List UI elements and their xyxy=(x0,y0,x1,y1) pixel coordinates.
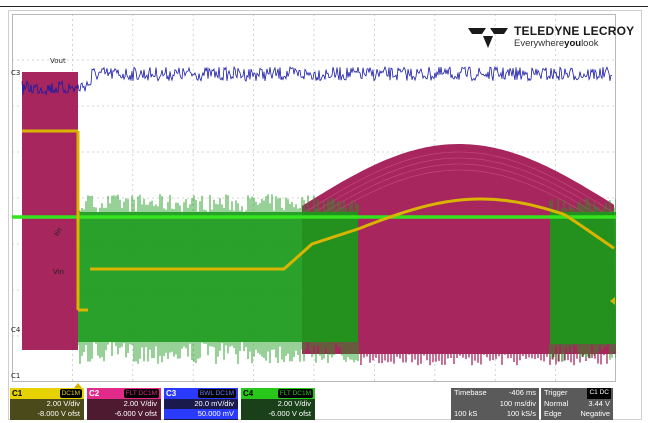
c2-envelope-fringe xyxy=(301,163,615,227)
c1-level-label: C1 xyxy=(11,372,21,380)
c4-level-label: C4 xyxy=(11,326,21,334)
c4-filter-flag: FLT xyxy=(279,390,291,397)
trigger-row-1: Trigger C1 DC xyxy=(541,388,613,399)
c1-name: C1 xyxy=(12,389,23,398)
c1-offset: -8.000 V ofst xyxy=(37,409,80,418)
timebase-label: Timebase xyxy=(454,388,487,397)
trigger-mode: Normal xyxy=(544,398,569,408)
trigger-descriptor[interactable]: Trigger C1 DC Normal 3.44 V Edge Negativ… xyxy=(541,388,613,420)
c1-descriptor-header: C1 DC1M xyxy=(10,388,84,399)
trigger-position-marker-icon[interactable] xyxy=(74,383,82,388)
c3-descriptor-header: C3 BWL DC1M xyxy=(164,388,238,399)
trigger-label: Trigger xyxy=(544,388,568,397)
timebase-rate: 100 kS/s xyxy=(506,409,536,418)
c2-descriptor-header: C2 FLT DC1M xyxy=(87,388,161,399)
c2-coupling-value: DC1M xyxy=(138,390,157,397)
c3-coupling-value: DC1M xyxy=(215,390,234,397)
c1-input-voltage-trace xyxy=(22,129,615,312)
c4-descriptor[interactable]: C4 FLT DC1M 2.00 V/div -6.000 V ofst xyxy=(241,388,315,420)
trigger-row-3: Edge Negative xyxy=(541,409,613,420)
c4-coupling-value: DC1M xyxy=(292,390,311,397)
vout-trace-label: Vout xyxy=(50,57,66,65)
trigger-channels: C1 DC xyxy=(587,388,611,399)
c4-coupling: FLT DC1M xyxy=(277,389,313,398)
logo-mark-icon xyxy=(468,28,508,48)
c1-coupling: DC1M xyxy=(59,389,82,398)
c3-output-ripple-trace xyxy=(21,65,613,97)
c2-envelope-fringe xyxy=(301,151,615,215)
logo-brand-text: TELEDYNE LECROY xyxy=(514,24,635,38)
c4-vdiv: 2.00 V/div xyxy=(277,399,311,408)
timebase-samples: 100 kS xyxy=(454,409,478,418)
tagline-end: look xyxy=(581,38,599,49)
c2-envelope-fringe xyxy=(301,157,615,221)
c2-envelope-fringe xyxy=(301,169,615,233)
c2-vdiv: 2.00 V/div xyxy=(123,399,157,408)
timebase-row-2: 100 ms/div xyxy=(451,399,539,410)
c1-descriptor[interactable]: C1 DC1M 2.00 V/div -8.000 V ofst xyxy=(10,388,84,420)
c1-vdiv: 2.00 V/div xyxy=(46,399,80,408)
timebase-row-3: 100 kS 100 kS/s xyxy=(451,409,539,420)
c2-filter-flag: FLT xyxy=(125,390,137,397)
c4-switching-envelope xyxy=(78,212,616,344)
c3-level-label: C3 xyxy=(11,69,21,77)
c4-descriptor-header: C4 FLT DC1M xyxy=(241,388,315,399)
c2-descriptor[interactable]: C2 FLT DC1M 2.00 V/div -6.000 V ofst xyxy=(87,388,161,420)
c2-name: C2 xyxy=(89,389,100,398)
waveform-display[interactable] xyxy=(12,14,616,382)
timebase-row-1: Timebase -406 ms xyxy=(451,388,539,399)
tagline-part: Everywhere xyxy=(514,38,565,49)
trigger-level-marker-icon[interactable] xyxy=(610,297,615,305)
timebase-per-div: 100 ms/div xyxy=(499,398,536,408)
c2-offset: -6.000 V ofst xyxy=(114,409,157,418)
c2-envelope-ripple xyxy=(360,354,611,366)
logo-tagline: Everywhereyoulook xyxy=(514,38,599,49)
timebase-delay: -406 ms xyxy=(508,388,536,397)
trigger-type: Edge xyxy=(544,409,562,418)
trigger-level: 3.44 V xyxy=(588,398,610,408)
c3-descriptor[interactable]: C3 BWL DC1M 20.0 mV/div 50.000 mV xyxy=(164,388,238,420)
vin-trace-label: Vin xyxy=(53,268,65,276)
trigger-slope: Negative xyxy=(580,409,610,418)
tagline-bold: you xyxy=(564,38,582,49)
c4-name: C4 xyxy=(243,389,254,398)
timebase-descriptor[interactable]: Timebase -406 ms 100 ms/div 100 kS 100 k… xyxy=(451,388,539,420)
c3-name: C3 xyxy=(166,389,177,398)
top-rule xyxy=(0,6,648,7)
c4-offset: -6.000 V ofst xyxy=(268,409,311,418)
c3-bwl-flag: BWL xyxy=(199,390,214,397)
c3-offset: 50.000 mV xyxy=(164,409,238,419)
trigger-row-2: Normal 3.44 V xyxy=(541,399,613,410)
teledyne-lecroy-logo: TELEDYNE LECROY Everywhereyoulook xyxy=(468,22,634,52)
c2-coupling: FLT DC1M xyxy=(123,389,159,398)
c3-vdiv: 20.0 mV/div xyxy=(194,399,234,408)
c3-coupling: BWL DC1M xyxy=(197,389,236,398)
graticule-border xyxy=(12,14,616,382)
